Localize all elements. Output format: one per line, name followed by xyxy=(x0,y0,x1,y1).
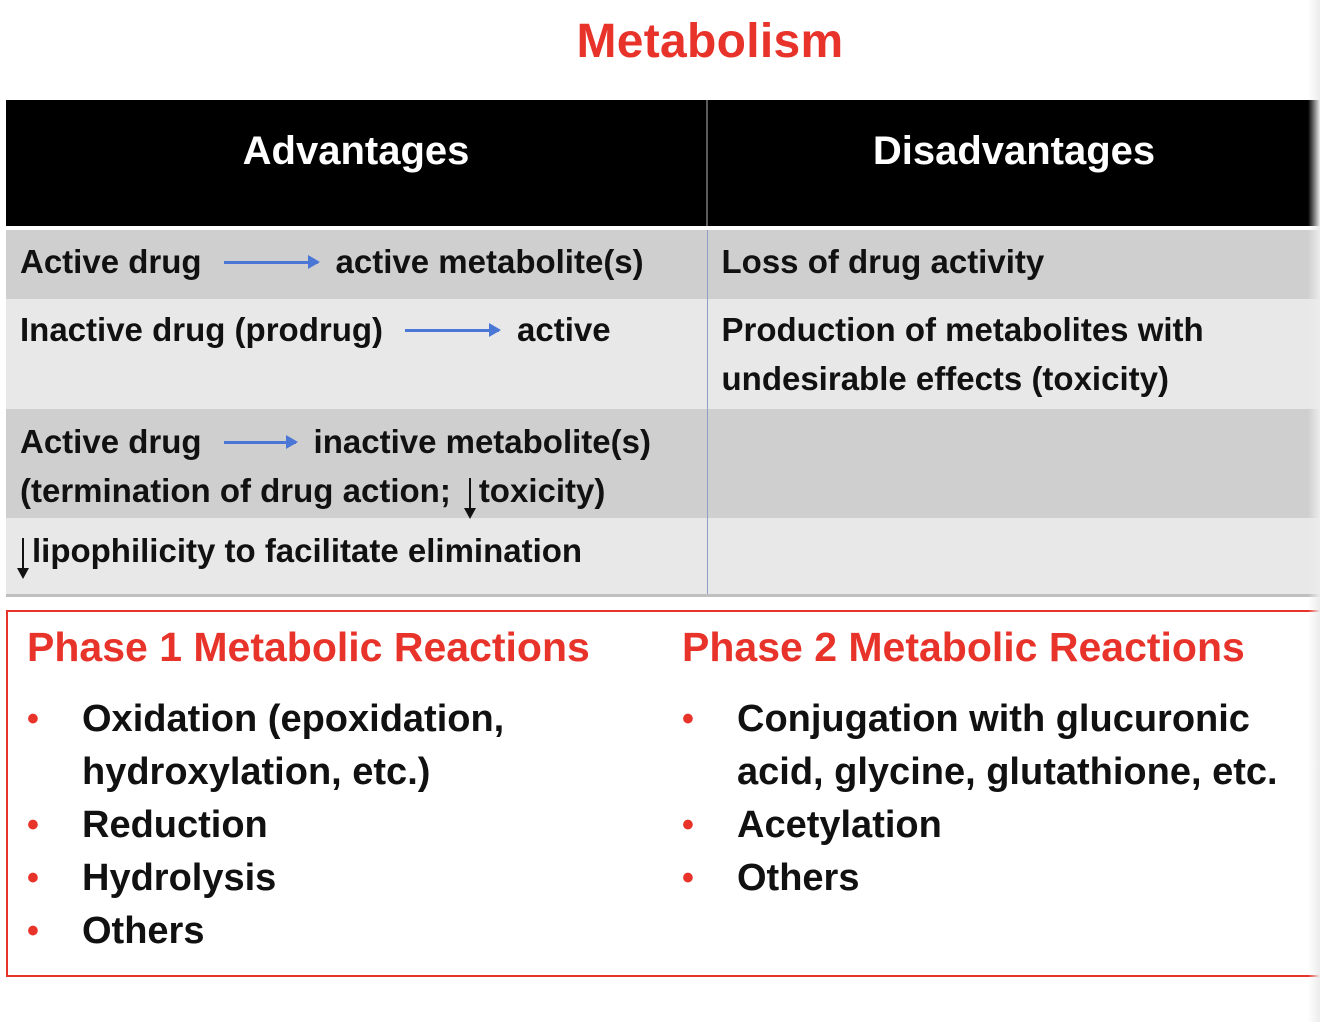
metabolic-reactions-box: Phase 1 Metabolic Reactions • Oxidation … xyxy=(6,610,1320,977)
phase2-list: • Conjugation with glucuronic acid, glyc… xyxy=(682,693,1320,905)
advantage-source: Active drug xyxy=(20,423,202,460)
list-item: • Acetylation xyxy=(682,799,1320,852)
phase1-list: • Oxidation (epoxidation, hydroxylation,… xyxy=(27,693,667,958)
advantage-cell: Active drug inactive metabolite(s) (termi… xyxy=(6,409,707,520)
list-item-text: Oxidation (epoxidation, xyxy=(82,698,505,740)
bullet-icon: • xyxy=(27,806,39,844)
advantage-result: active xyxy=(517,311,611,348)
bullet-icon: • xyxy=(27,700,39,738)
table-row: lipophilicity to facilitate elimination xyxy=(6,518,1320,597)
slide-edge-shadow xyxy=(1308,0,1320,1022)
list-item-text: Others xyxy=(82,910,205,952)
disadvantages-header: Disadvantages xyxy=(706,100,1320,230)
disadvantage-text: Loss of drug activity xyxy=(721,243,1045,280)
right-arrow-icon xyxy=(223,254,320,269)
advantage-result: inactive metabolite(s) xyxy=(313,423,651,460)
bullet-icon: • xyxy=(27,859,39,897)
list-item: • Others xyxy=(682,852,1320,905)
bullet-icon: • xyxy=(682,806,694,844)
table-row: Inactive drug (prodrug) active Production… xyxy=(6,299,1320,409)
list-item-text: hydroxylation, etc.) xyxy=(82,751,431,793)
list-item: • Reduction xyxy=(27,799,667,852)
right-arrow-icon xyxy=(405,322,501,337)
bullet-icon: • xyxy=(682,700,694,738)
advantage-note: (termination of drug action; xyxy=(20,472,451,509)
disadvantage-cell xyxy=(706,409,1320,518)
right-arrow-icon xyxy=(223,434,298,449)
advantage-note: toxicity) xyxy=(478,472,606,509)
list-item-text: Others xyxy=(737,857,860,899)
bullet-icon: • xyxy=(27,912,39,950)
down-arrow-icon xyxy=(463,478,476,520)
list-item: • Others xyxy=(27,905,667,958)
bullet-icon: • xyxy=(682,859,694,897)
list-item-text: Acetylation xyxy=(737,804,942,846)
advantage-cell: Active drug active metabolite(s) xyxy=(6,228,707,299)
list-item: • Hydrolysis xyxy=(27,852,667,905)
advantage-cell: Inactive drug (prodrug) active xyxy=(6,299,707,409)
list-item-text: Hydrolysis xyxy=(82,857,277,899)
disadvantage-cell xyxy=(706,518,1320,597)
list-item: • Oxidation (epoxidation, hydroxylation,… xyxy=(27,693,667,799)
disadvantage-text: Production of metabolites with xyxy=(721,311,1204,348)
advantage-source: Active drug xyxy=(20,243,202,280)
advantage-result: active metabolite(s) xyxy=(335,243,644,280)
table-header-row: Advantages Disadvantages xyxy=(6,100,1320,230)
list-item: • Conjugation with glucuronic acid, glyc… xyxy=(682,693,1320,799)
disadvantage-cell: Loss of drug activity xyxy=(706,228,1320,299)
phase2-title: Phase 2 Metabolic Reactions xyxy=(682,624,1245,670)
page-title: Metabolism xyxy=(576,15,844,68)
phase1-section: Phase 1 Metabolic Reactions • Oxidation … xyxy=(27,624,667,958)
advantages-header: Advantages xyxy=(6,100,707,230)
advantage-source: Inactive drug (prodrug) xyxy=(20,311,383,348)
phase2-section: Phase 2 Metabolic Reactions • Conjugatio… xyxy=(682,624,1320,905)
advantage-text: lipophilicity to facilitate elimination xyxy=(32,532,583,569)
list-item-text: acid, glycine, glutathione, etc. xyxy=(737,751,1278,793)
advantage-cell: lipophilicity to facilitate elimination xyxy=(6,518,707,597)
table-row: Active drug active metabolite(s) Loss of … xyxy=(6,228,1320,299)
down-arrow-icon xyxy=(17,538,29,580)
phase1-title: Phase 1 Metabolic Reactions xyxy=(27,624,590,670)
list-item-text: Conjugation with glucuronic xyxy=(737,698,1250,740)
disadvantage-text: undesirable effects (toxicity) xyxy=(721,360,1169,397)
advantages-disadvantages-table: Advantages Disadvantages Active drug acti… xyxy=(6,100,1320,597)
disadvantage-cell: Production of metabolites with undesirab… xyxy=(706,299,1320,409)
table-row: Active drug inactive metabolite(s) (termi… xyxy=(6,409,1320,520)
list-item-text: Reduction xyxy=(82,804,268,846)
